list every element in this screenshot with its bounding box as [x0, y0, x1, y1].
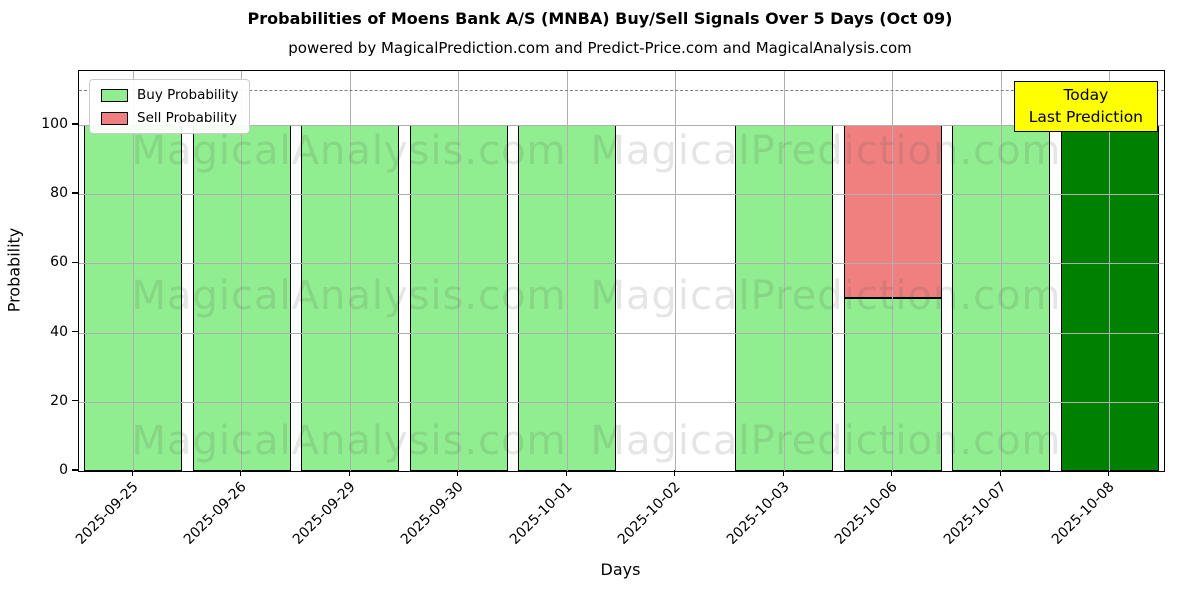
watermark-text: MagicalPrediction.com	[590, 273, 1062, 319]
y-tick-label: 40	[50, 323, 68, 340]
gridline-vertical	[1109, 71, 1111, 471]
watermark-text: MagicalAnalysis.com	[131, 128, 567, 174]
watermark-text: MagicalAnalysis.com	[131, 273, 567, 319]
bar-slot-2025-09-25	[79, 71, 188, 471]
x-tick-label: 2025-09-25	[72, 479, 142, 548]
x-tick-label: 2025-10-07	[940, 479, 1010, 548]
gridline-vertical	[892, 71, 894, 471]
x-tick-mark	[999, 470, 1001, 476]
x-tick-mark	[131, 470, 133, 476]
legend-swatch-icon	[101, 88, 128, 102]
gridline-horizontal	[79, 401, 1164, 403]
bar-slot-2025-10-02	[622, 71, 731, 471]
y-tick-mark	[72, 192, 78, 194]
x-tick-label: 2025-10-06	[832, 479, 902, 548]
x-tick-mark	[240, 470, 242, 476]
gridline-vertical	[132, 71, 134, 471]
y-tick-mark	[72, 469, 78, 471]
y-tick-mark	[72, 261, 78, 264]
legend: Buy Probability Sell Probability	[89, 79, 251, 134]
y-tick-label: 0	[59, 462, 68, 478]
x-tick-mark	[457, 470, 459, 476]
bar-slot-2025-10-07	[947, 71, 1056, 471]
y-axis-title: Probability	[4, 227, 24, 313]
watermark-text: MagicalAnalysis.com	[131, 418, 567, 464]
bar-slots	[79, 71, 1164, 471]
bar-slot-2025-10-06	[839, 71, 948, 471]
gridline-vertical	[783, 71, 785, 471]
bar-slot-2025-09-26	[188, 71, 297, 471]
legend-label: Sell Probability	[137, 110, 238, 126]
x-tick-mark	[891, 470, 893, 476]
x-tick-label: 2025-09-30	[398, 479, 468, 548]
dashed-threshold-line	[79, 90, 1164, 92]
gridline-vertical	[349, 71, 351, 471]
today-annotation-line1: Today	[1063, 86, 1109, 104]
gridline-vertical	[241, 71, 243, 471]
x-tick-mark	[348, 470, 350, 476]
legend-label: Buy Probability	[137, 87, 239, 103]
today-annotation: Today Last Prediction	[1013, 81, 1158, 133]
legend-item: Buy Probability	[101, 87, 238, 103]
x-tick-label: 2025-10-01	[506, 479, 576, 548]
x-tick-mark	[782, 470, 784, 476]
x-axis-title: Days	[600, 560, 641, 579]
watermark-text: MagicalPrediction.com	[590, 128, 1062, 174]
y-tick-label: 20	[50, 392, 68, 409]
gridline-horizontal	[79, 332, 1164, 334]
bar-slot-2025-09-29	[296, 71, 405, 471]
chart-subtitle: powered by MagicalPrediction.com and Pre…	[288, 39, 912, 57]
x-tick-label: 2025-10-02	[615, 479, 685, 548]
legend-swatch-icon	[101, 111, 128, 125]
x-tick-label: 2025-09-29	[289, 479, 359, 548]
y-tick-label: 100	[41, 115, 68, 132]
bar-slot-2025-10-08	[1056, 71, 1165, 471]
x-tick-mark	[565, 470, 567, 476]
gridline-horizontal	[79, 124, 1164, 126]
gridline-horizontal	[79, 263, 1164, 265]
y-tick-label: 80	[50, 185, 68, 202]
gridline-vertical	[566, 71, 568, 471]
x-tick-label: 2025-09-26	[181, 479, 251, 548]
y-tick-mark	[72, 123, 78, 125]
gridline-vertical	[458, 71, 460, 471]
x-tick-label: 2025-10-08	[1049, 479, 1119, 548]
x-tick-mark	[1108, 470, 1110, 476]
x-tick-label: 2025-10-03	[723, 479, 793, 548]
gridline-vertical	[675, 71, 677, 471]
bar-slot-2025-10-01	[513, 71, 622, 471]
today-annotation-line2: Last Prediction	[1028, 107, 1143, 126]
x-tick-mark	[674, 470, 676, 476]
bar-slot-2025-10-03	[730, 71, 839, 471]
gridline-vertical	[1000, 71, 1002, 471]
legend-item: Sell Probability	[101, 110, 238, 126]
y-tick-label: 60	[50, 254, 68, 271]
y-tick-mark	[72, 400, 78, 402]
bar-slot-2025-09-30	[405, 71, 514, 471]
watermark-text: MagicalPrediction.com	[590, 418, 1062, 464]
y-tick-mark	[72, 330, 78, 333]
gridline-horizontal	[79, 194, 1164, 196]
plot-area: MagicalAnalysis.com MagicalPrediction.com…	[78, 70, 1165, 472]
chart-title: Probabilities of Moens Bank A/S (MNBA) B…	[247, 9, 953, 28]
